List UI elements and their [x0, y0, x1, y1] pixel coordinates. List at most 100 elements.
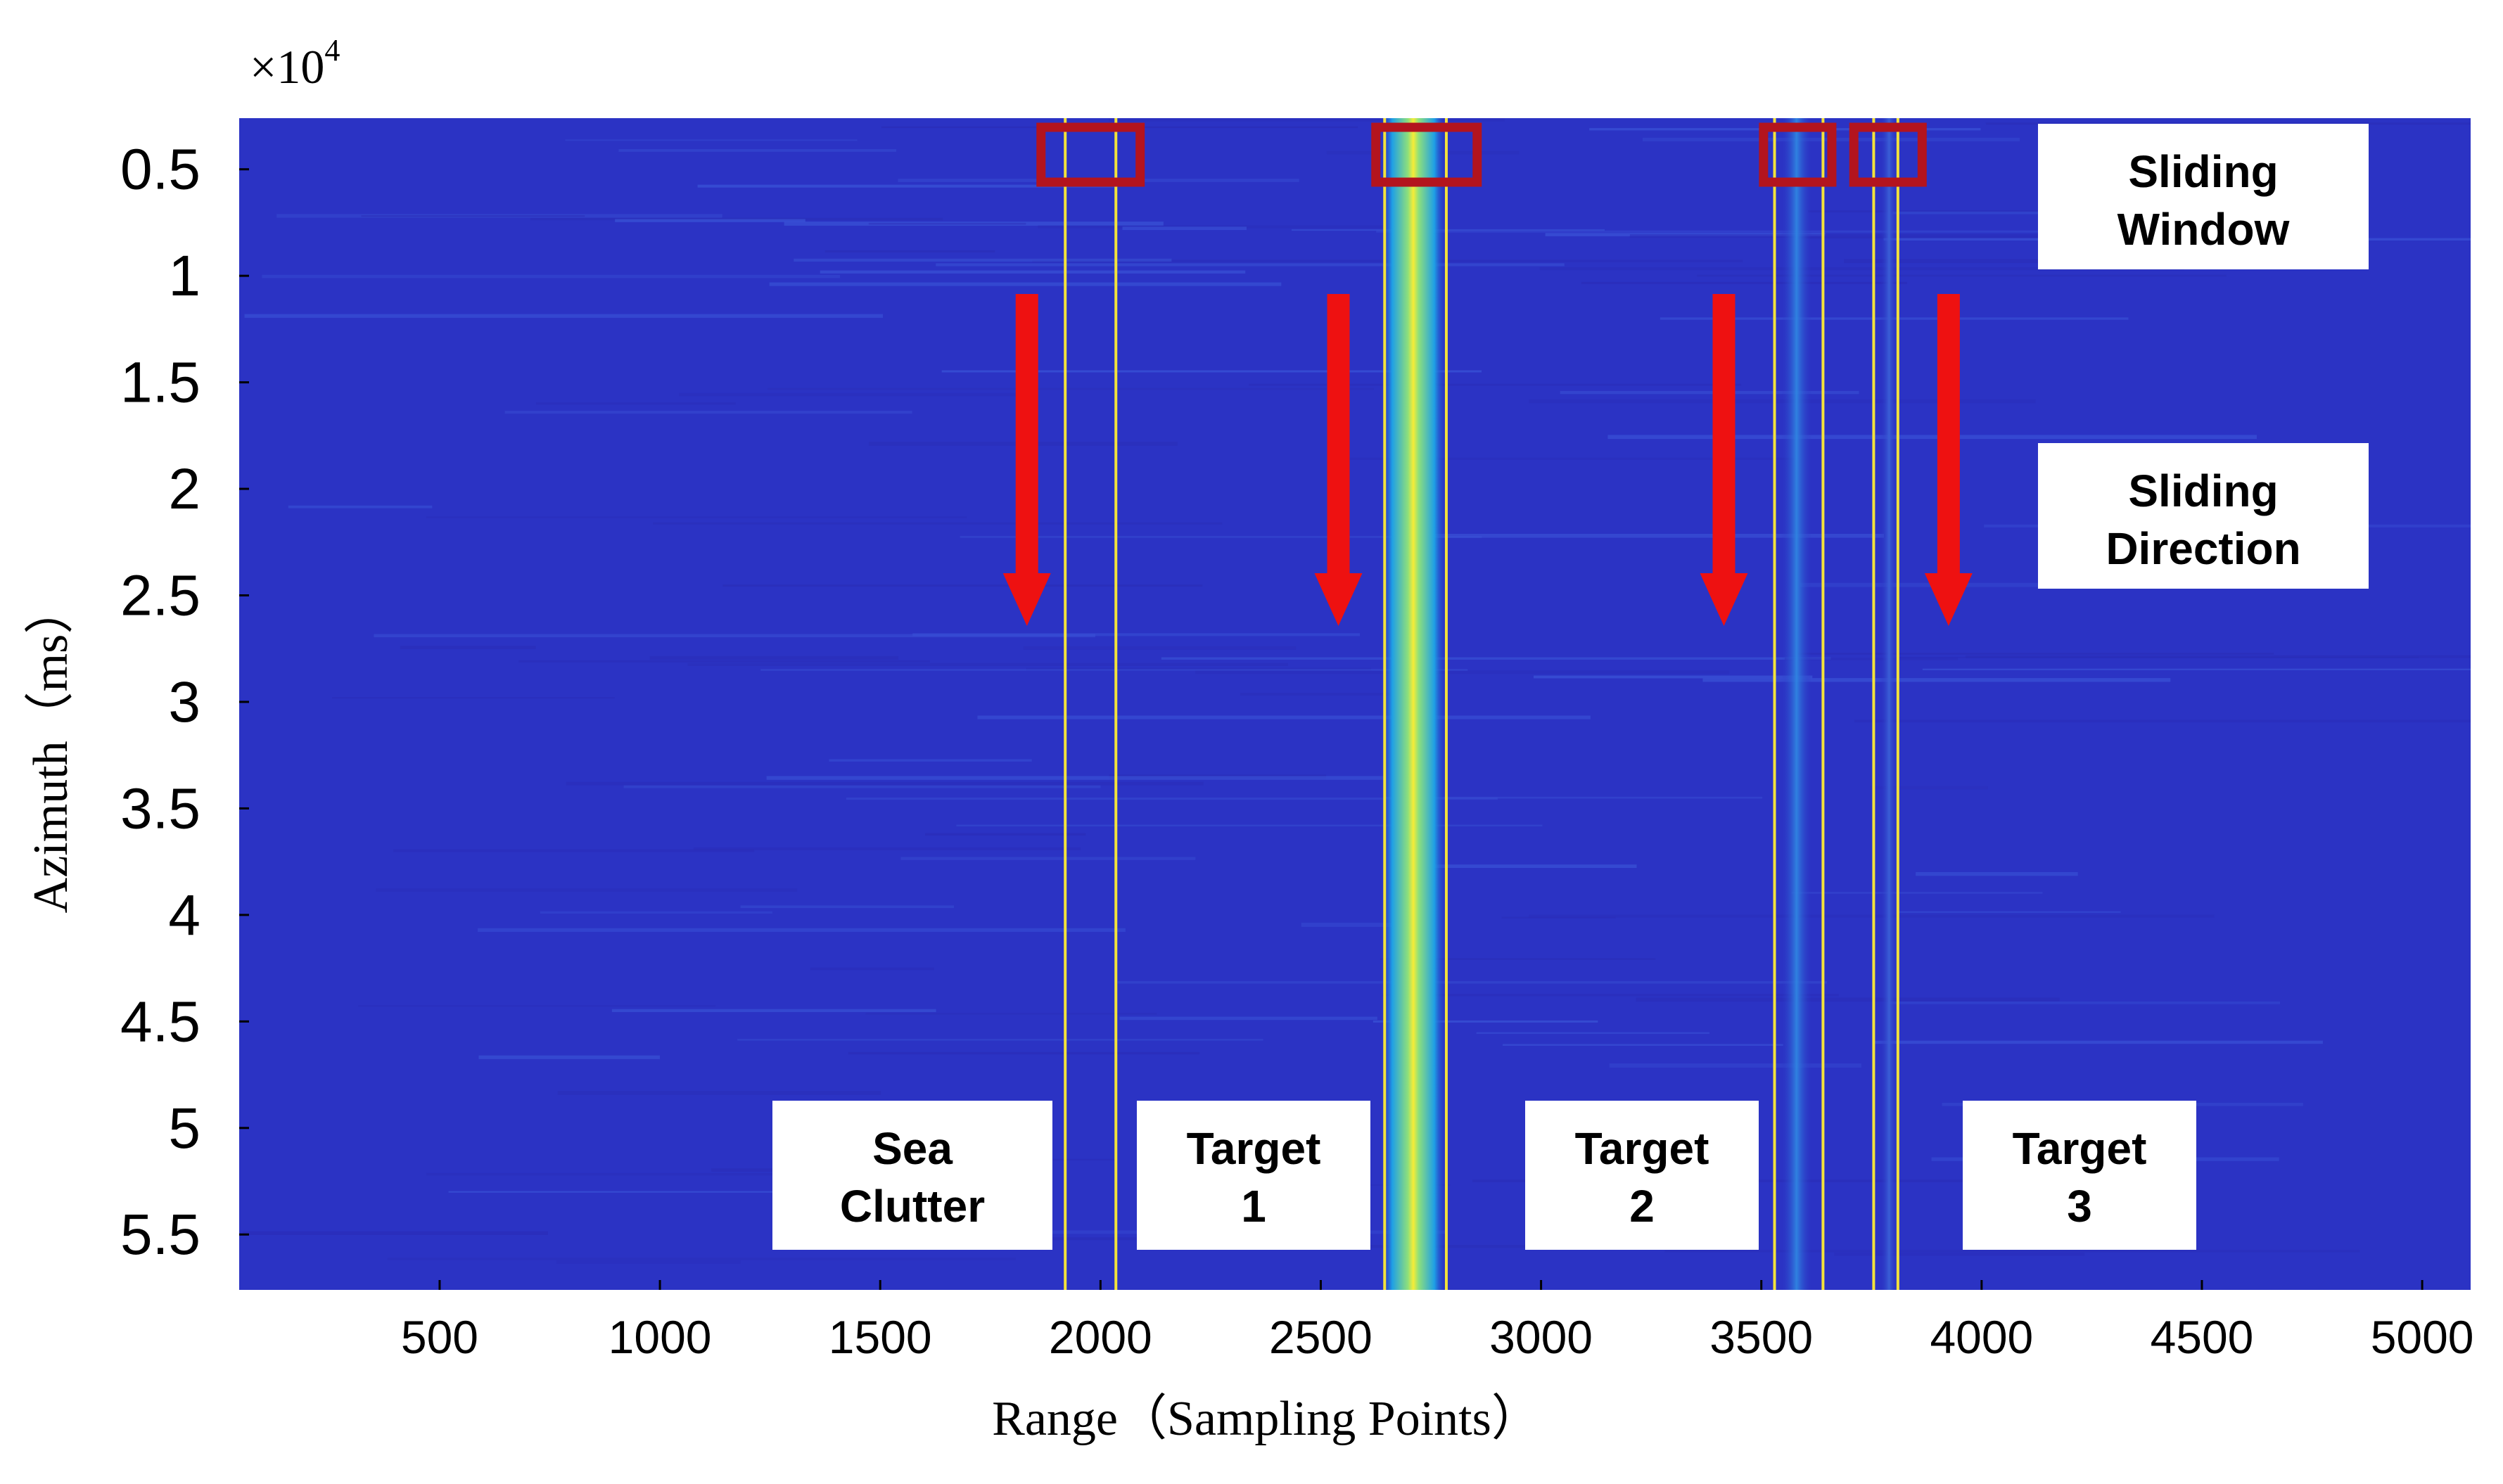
- clutter-streak: [697, 184, 1118, 188]
- x-tick-label: 3500: [1709, 1311, 1813, 1363]
- clutter-streak: [1161, 657, 1831, 660]
- y-axis-ticks: 0.5 1 1.5 2 2.5 3 3.5 4 4.5 5 5.5: [120, 138, 249, 1267]
- y-tick-label: 5: [168, 1096, 200, 1160]
- annotation-background: [2038, 443, 2369, 589]
- clutter-streak: [737, 1039, 1263, 1041]
- clutter-streak: [1966, 655, 2471, 658]
- clutter-streak: [865, 1013, 1157, 1015]
- clutter-streak: [1870, 786, 1988, 790]
- clutter-streak: [1609, 1063, 1861, 1068]
- annotation-box: Sea Clutter: [772, 1101, 1052, 1250]
- clutter-streak: [760, 669, 1468, 671]
- clutter-streak: [1291, 229, 1605, 231]
- clutter-streak: [556, 1260, 741, 1264]
- clutter-streak: [653, 522, 1223, 525]
- clutter-streak: [376, 888, 798, 892]
- x-tick-label: 4500: [2151, 1311, 2254, 1363]
- clutter-streak: [768, 388, 1374, 390]
- clutter-streak: [956, 824, 1543, 827]
- y-tick-label: 3: [168, 670, 200, 734]
- clutter-streak: [1854, 719, 2471, 723]
- clutter-streak: [565, 139, 858, 141]
- annotation-background: [1137, 1101, 1370, 1250]
- target-band: [1380, 118, 1446, 1290]
- x-tick-label: 4000: [1930, 1311, 2033, 1363]
- y-tick-label: 4: [168, 883, 200, 947]
- sliding-direction-arrow: [1314, 294, 1363, 626]
- clutter-streak: [1501, 916, 1616, 919]
- clutter-streak: [1384, 796, 1763, 799]
- clutter-streak: [824, 250, 995, 252]
- sliding-window-box: [1849, 122, 1927, 187]
- clutter-streak: [623, 785, 1101, 788]
- clutter-streak: [1529, 914, 2215, 918]
- clutter-streak: [846, 798, 1498, 800]
- clutter-streak: [387, 1258, 1016, 1260]
- y-tick-label: 0.5: [120, 138, 200, 202]
- clutter-streak: [518, 660, 930, 663]
- annotation-text: Target: [1187, 1123, 1321, 1174]
- sliding-direction-arrow: [1700, 294, 1748, 626]
- clutter-streak: [242, 1231, 548, 1235]
- sliding-windows: [1036, 122, 1927, 187]
- clutter-streak: [1122, 226, 1247, 231]
- y-tick-label: 1: [168, 244, 200, 308]
- target-band: [1880, 118, 1898, 1290]
- clutter-streak: [740, 905, 954, 909]
- clutter-streak: [1791, 892, 2043, 894]
- clutter-streak: [1697, 274, 2227, 277]
- annotation-background: [2038, 124, 2369, 269]
- clutter-streak: [1301, 922, 1434, 927]
- sliding-window-box: [1036, 122, 1145, 187]
- clutter-streak: [1922, 668, 2471, 670]
- clutter-streak: [829, 759, 1032, 762]
- clutter-streak: [1799, 236, 2046, 239]
- clutter-streak: [900, 857, 1196, 860]
- clutter-streak: [848, 1051, 1200, 1055]
- clutter-streak: [1119, 1016, 1377, 1021]
- annotation-text: Direction: [2106, 523, 2300, 574]
- clutter-streak: [1985, 122, 2471, 125]
- y-axis-label: Azimuth（ms）: [24, 585, 78, 914]
- clutter-streak: [936, 263, 1565, 267]
- clutter-streak: [766, 776, 1385, 780]
- clutter-streak: [868, 222, 1026, 225]
- clutter-streak: [1240, 693, 1419, 696]
- y-tick-label: 4.5: [120, 990, 200, 1054]
- clutter-streak: [810, 967, 934, 971]
- clutter-streak: [1249, 383, 1742, 386]
- clutter-streak: [1581, 281, 1907, 284]
- clutter-streak: [566, 781, 1204, 786]
- clutter-streak: [1834, 1252, 2085, 1256]
- clutter-streak: [679, 392, 1020, 397]
- clutter-streak: [426, 516, 967, 518]
- clutter-streak: [794, 258, 1172, 262]
- clutter-streak: [912, 633, 1361, 637]
- bright-bands: [1380, 118, 1898, 1290]
- clutter-streak: [1023, 646, 1297, 650]
- sliding-arrows: [1002, 294, 1973, 626]
- sliding-window-box: [1371, 122, 1482, 187]
- clutter-streak: [1560, 390, 1859, 395]
- clutter-streak: [618, 149, 897, 152]
- clutter-streak: [1784, 658, 1959, 660]
- annotation-text: Clutter: [840, 1181, 985, 1232]
- clutter-streak: [244, 314, 883, 318]
- clutter-streak: [1539, 267, 2184, 271]
- clutter-streak: [1702, 678, 2171, 682]
- clutter-streak: [358, 1005, 716, 1007]
- clutter-streak: [687, 663, 1288, 666]
- clutter-streak: [540, 911, 772, 914]
- clutter-streak: [1476, 1032, 1709, 1035]
- sliding-direction-arrow: [1002, 294, 1051, 626]
- clutter-streak: [1545, 233, 1826, 236]
- clutter-streak: [960, 535, 1482, 538]
- clutter-streak: [1533, 675, 1813, 679]
- x-axis-ticks: 500 1000 1500 2000 2500 3000 3500 4000 4500 5000: [401, 1280, 2474, 1363]
- plot-area: Sliding Window Sliding Direction Sea Clutter T…: [239, 118, 2471, 1290]
- y-tick-label: 1.5: [120, 351, 200, 415]
- clutter-streak: [784, 222, 1164, 226]
- x-tick-label: 2000: [1049, 1311, 1152, 1363]
- annotation-background: [1525, 1101, 1759, 1250]
